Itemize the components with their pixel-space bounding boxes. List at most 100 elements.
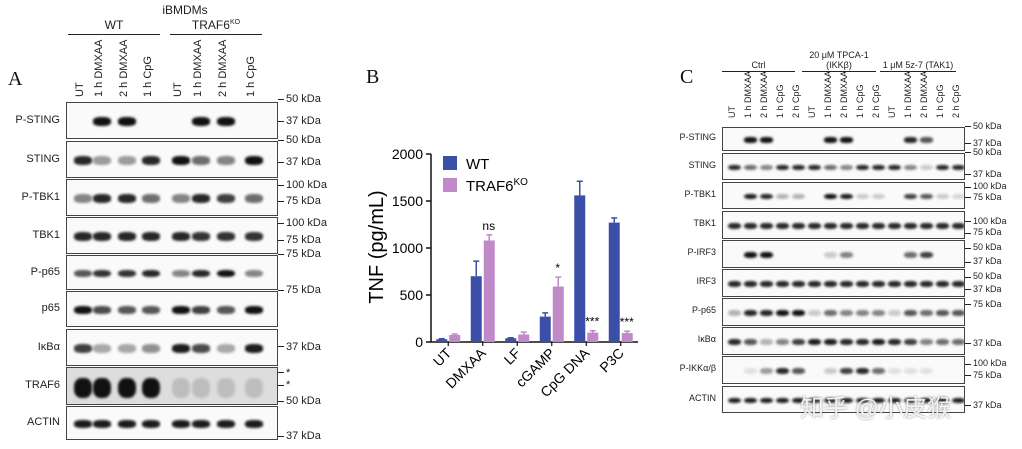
band — [951, 280, 964, 288]
band — [217, 269, 235, 278]
band — [142, 194, 160, 203]
y-tick-label: 2000 — [392, 146, 423, 162]
band — [245, 344, 263, 353]
lane-label: 2 h DMXAA — [759, 70, 769, 118]
row-label: P-STING — [15, 113, 60, 126]
blot-p-tbk1 — [722, 182, 965, 209]
band — [775, 222, 789, 230]
band — [855, 397, 869, 404]
band — [217, 194, 235, 203]
band — [727, 164, 741, 171]
bar-wt — [436, 339, 448, 342]
band — [887, 222, 901, 230]
band — [871, 164, 885, 171]
band — [919, 338, 933, 346]
row-label: ACTIN — [27, 416, 60, 428]
band — [245, 377, 263, 399]
band — [823, 137, 837, 143]
band — [823, 338, 837, 346]
band — [903, 251, 917, 259]
band — [142, 232, 160, 241]
band — [245, 420, 263, 428]
band — [855, 367, 869, 375]
band — [727, 338, 741, 346]
band — [142, 377, 160, 399]
row-label: TRAF6 — [25, 379, 60, 391]
x-tick-label: P3C — [596, 345, 627, 376]
legend-label-traf6ko: TRAF6KO — [466, 177, 528, 195]
size-marker: * — [278, 380, 290, 391]
bar-traf6ko — [518, 334, 530, 342]
blot-p-ikk- — [722, 356, 965, 384]
size-marker: 75 kDa — [278, 249, 321, 260]
band — [919, 193, 933, 200]
row-label: P-p65 — [30, 265, 60, 278]
band — [172, 306, 190, 314]
size-marker: 37 kDa — [965, 338, 1002, 348]
band — [887, 164, 901, 171]
band — [172, 232, 190, 241]
lane-label: 2 h CpG — [951, 84, 961, 118]
band — [791, 367, 805, 375]
band — [759, 222, 773, 230]
band — [727, 280, 741, 288]
band — [871, 367, 885, 375]
band — [142, 306, 160, 314]
size-marker: 75 kDa — [278, 285, 321, 296]
band — [903, 367, 917, 375]
size-marker: 37 kDa — [965, 256, 1002, 266]
blot-p-tbk1 — [66, 179, 278, 216]
size-marker: 37 kDa — [278, 431, 321, 442]
band — [855, 309, 869, 317]
band — [775, 367, 789, 375]
band — [743, 280, 757, 288]
band — [839, 222, 853, 230]
band — [93, 377, 111, 399]
lane-label: 1 h DMXAA — [743, 70, 753, 118]
cell-type-title: iBMDMs — [162, 3, 208, 17]
band — [855, 338, 869, 346]
band — [839, 338, 853, 346]
band — [759, 280, 773, 288]
band — [217, 377, 235, 399]
band — [759, 309, 773, 317]
band — [823, 164, 837, 171]
legend-label-wt: WT — [466, 156, 489, 173]
band — [93, 344, 111, 353]
lane-label: 2 h DMXAA — [839, 70, 849, 118]
size-marker: 100 kDa — [278, 218, 327, 229]
row-label: P-IKKα/β — [679, 363, 716, 373]
significance-label: *** — [585, 315, 599, 329]
band — [217, 117, 235, 126]
band — [919, 280, 933, 288]
band — [93, 420, 111, 428]
band — [807, 338, 821, 346]
row-label: IκBα — [37, 340, 60, 353]
band — [871, 309, 885, 317]
band — [192, 306, 210, 314]
band — [118, 269, 136, 278]
row-label: TBK1 — [32, 228, 60, 241]
band — [903, 338, 917, 346]
band — [192, 117, 210, 126]
band — [192, 194, 210, 203]
band — [775, 164, 789, 171]
band — [93, 306, 111, 314]
y-axis-label: TNF (pg/mL) — [366, 190, 388, 303]
band — [887, 338, 901, 346]
blot-p-sting — [722, 127, 965, 151]
band — [118, 232, 136, 241]
band — [903, 137, 917, 143]
band — [775, 397, 789, 404]
row-label: p65 — [41, 302, 60, 314]
bar-wt — [539, 316, 551, 342]
band — [791, 193, 805, 200]
size-marker: 75 kDa — [965, 192, 1002, 202]
band — [743, 137, 757, 143]
bar-traf6ko — [449, 334, 461, 342]
band — [192, 232, 210, 241]
band — [887, 280, 901, 288]
band — [217, 344, 235, 353]
band — [172, 269, 190, 278]
size-marker: 37 kDa — [278, 341, 321, 353]
